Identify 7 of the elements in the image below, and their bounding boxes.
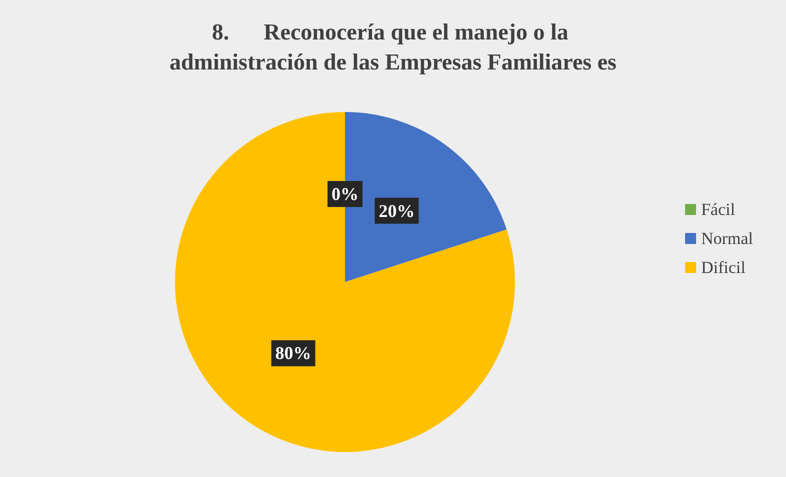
- data-label: 20%: [378, 200, 415, 221]
- legend-label: Normal: [701, 229, 754, 248]
- legend-label: Dificil: [701, 258, 746, 277]
- legend-label: Fácil: [701, 200, 736, 219]
- text: 0%: [332, 184, 358, 204]
- data-label: 80%: [275, 343, 312, 364]
- chart-title: 8. Reconocería que el manejo o la administración de las Empresas Familiares es: [169, 20, 617, 74]
